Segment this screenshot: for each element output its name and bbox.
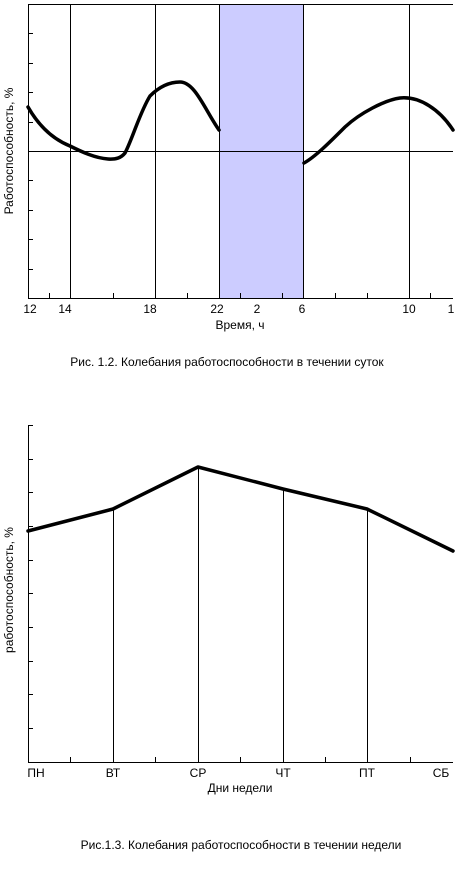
chart-weekly-line [26, 465, 455, 553]
chart-daily-tick-label: 22 [210, 302, 224, 316]
chart-daily-y-ticks [28, 33, 33, 270]
chart-daily-tick-label: 14 [58, 302, 72, 316]
chart-daily-x-ticks [49, 293, 431, 298]
chart-weekly-x-ticks [70, 757, 411, 762]
chart-daily-caption: Рис. 1.2. Колебания работоспособности в … [70, 355, 384, 369]
chart-weekly-y-ticks [28, 425, 33, 729]
chart-weekly-tick-label: СР [190, 766, 207, 780]
chart-daily-gridlines [28, 4, 453, 298]
chart-weekly: ПН ВТ СР ЧТ ПТ СБ Дни недели работоспосо… [2, 425, 455, 852]
chart-weekly-droplines [113, 467, 368, 762]
chart-daily-tick-labels: 12 14 18 22 2 6 10 1 [23, 302, 454, 316]
chart-weekly-tick-label: ПН [27, 766, 44, 780]
chart-daily-curve-evening [302, 96, 455, 165]
chart-daily: 12 14 18 22 2 6 10 1 Время, ч Работоспос… [2, 4, 455, 369]
chart-weekly-frame [28, 425, 453, 763]
chart-daily-curve-day [26, 80, 221, 161]
chart-daily-tick-label: 1 [448, 302, 455, 316]
chart-daily-tick-label: 2 [254, 302, 261, 316]
chart-daily-tick-label: 6 [299, 302, 306, 316]
chart-weekly-y-axis-title: работоспособность, % [2, 527, 16, 653]
chart-weekly-tick-label: ПТ [359, 766, 376, 780]
chart-weekly-tick-label: ЧТ [275, 766, 291, 780]
chart-weekly-x-axis-title: Дни недели [208, 781, 273, 795]
chart-weekly-tick-labels: ПН ВТ СР ЧТ ПТ СБ [27, 766, 449, 780]
chart-daily-tick-label: 12 [23, 302, 37, 316]
chart-weekly-caption: Рис.1.3. Колебания работоспособности в т… [81, 838, 402, 852]
chart-weekly-tick-label: СБ [433, 766, 450, 780]
chart-daily-tick-label: 10 [402, 302, 416, 316]
chart-daily-tick-label: 18 [143, 302, 157, 316]
chart-daily-x-axis-title: Время, ч [215, 318, 264, 332]
chart-daily-frame [28, 4, 453, 299]
chart-daily-y-axis-title: Работоспособность, % [2, 87, 16, 214]
chart-weekly-tick-label: ВТ [106, 766, 121, 780]
